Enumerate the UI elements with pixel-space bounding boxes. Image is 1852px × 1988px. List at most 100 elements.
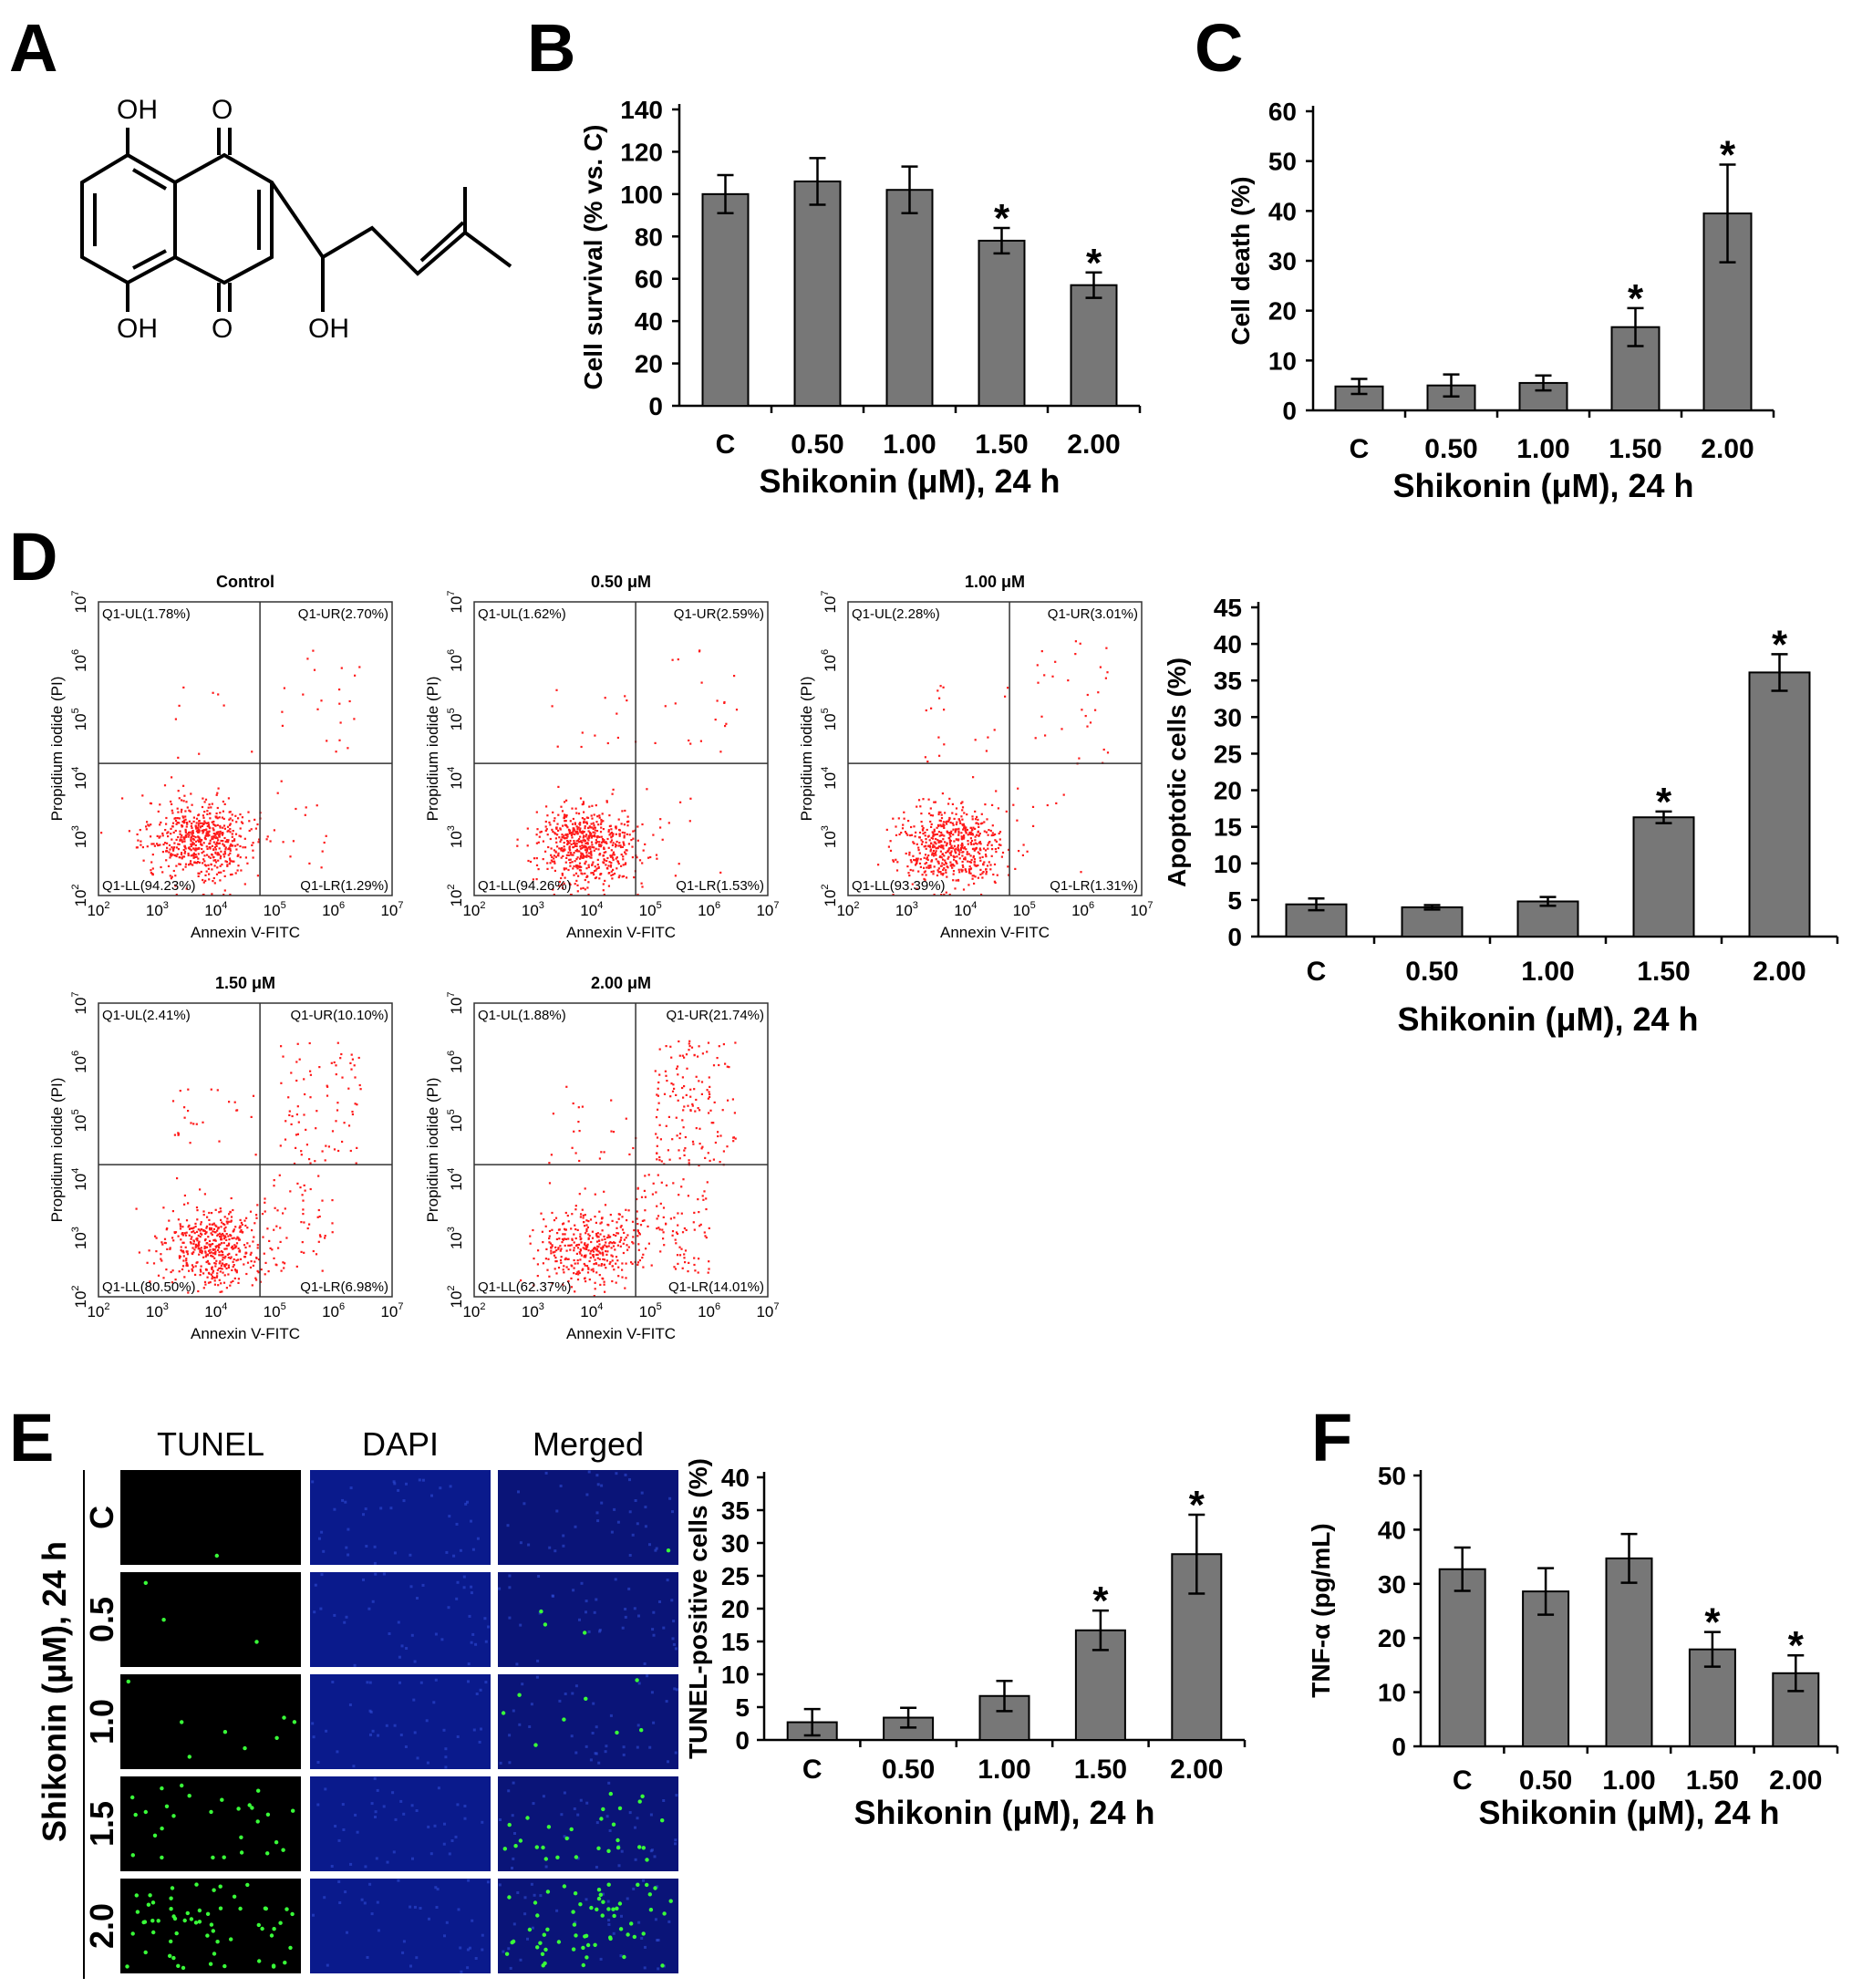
flow-event-dot: [563, 1222, 565, 1225]
flow-event-dot: [182, 1241, 185, 1244]
flow-event-dot: [708, 1268, 710, 1270]
flow-event-dot: [253, 1260, 256, 1263]
flow-event-dot: [182, 819, 185, 822]
nucleus-speck: [499, 1818, 502, 1821]
flow-event-dot: [269, 840, 272, 843]
flow-event-dot: [565, 854, 568, 856]
flow-event-dot: [579, 797, 583, 800]
flow-event-dot: [678, 1149, 680, 1152]
flow-event-dot: [898, 833, 901, 836]
flow-event-dot: [957, 838, 960, 841]
flow-event-dot: [568, 1244, 571, 1247]
flow-event-dot: [586, 842, 589, 844]
tunel-positive-dot: [502, 1847, 507, 1851]
flow-event-dot: [615, 1234, 617, 1237]
flow-event-dot: [617, 876, 620, 879]
flow-event-dot: [583, 834, 585, 837]
flow-event-dot: [988, 861, 990, 864]
flow-event-dot: [178, 817, 181, 820]
flow-event-dot: [963, 825, 966, 828]
flow-event-dot: [600, 1263, 603, 1266]
tunel-positive-dot: [125, 1964, 129, 1969]
nucleus-speck: [336, 1750, 339, 1754]
flow-event-dot: [688, 1042, 690, 1045]
flow-event-dot: [192, 854, 195, 857]
flow-event-dot: [211, 1278, 213, 1280]
flow-event-dot: [938, 697, 941, 699]
flow-event-dot: [233, 1258, 235, 1261]
flow-event-dot: [175, 865, 178, 867]
flow-event-dot: [960, 815, 963, 818]
flow-event-dot: [189, 1241, 192, 1244]
flow-event-dot: [179, 1090, 181, 1092]
flow-event-dot: [598, 1210, 601, 1213]
flow-event-dot: [550, 1154, 553, 1156]
flow-event-dot: [598, 844, 601, 848]
flow-event-dot: [669, 1045, 672, 1048]
flow-event-dot: [171, 1281, 173, 1284]
flow-event-dot: [211, 1275, 214, 1278]
flow-event-dot: [302, 1208, 305, 1211]
flow-event-dot: [578, 869, 582, 872]
flow-event-dot: [339, 1057, 342, 1060]
flow-event-dot: [243, 1219, 246, 1222]
flow-event-dot: [579, 1236, 582, 1238]
flow-event-dot: [219, 1243, 222, 1246]
flow-event-dot: [309, 1096, 312, 1099]
flow-event-dot: [191, 841, 194, 844]
flow-event-dot: [326, 1084, 328, 1087]
flow-event-dot: [233, 1244, 236, 1247]
flow-event-dot: [609, 1261, 612, 1264]
flow-event-dot: [214, 859, 217, 862]
flow-event-dot: [135, 846, 138, 849]
flow-event-dot: [207, 822, 210, 824]
nucleus-speck: [653, 1855, 657, 1859]
flow-event-dot: [240, 1229, 243, 1232]
flow-event-dot: [546, 862, 549, 865]
nucleus-speck: [439, 1486, 442, 1490]
flow-event-dot: [191, 1266, 195, 1268]
flow-event-dot: [1067, 679, 1070, 682]
flow-event-dot: [199, 1188, 202, 1191]
flow-event-dot: [981, 876, 984, 879]
flow-event-dot: [614, 1248, 616, 1251]
flow-event-dot: [923, 845, 926, 848]
flow-event-dot: [887, 845, 890, 848]
flow-event-dot: [939, 871, 942, 874]
tunel-positive-dot: [639, 1728, 644, 1733]
flow-event-dot: [985, 750, 988, 752]
flow-event-dot: [991, 848, 994, 851]
tunel-positive-dot: [640, 1794, 645, 1799]
flow-event-dot: [562, 854, 564, 857]
flow-event-dot: [995, 840, 998, 843]
micro-row-label: 1.0: [83, 1699, 120, 1745]
flow-event-dot: [615, 827, 617, 830]
flow-event-dot: [946, 820, 948, 823]
y-tick-label: 20: [1378, 1624, 1406, 1652]
nucleus-speck: [537, 1575, 541, 1578]
flow-event-dot: [626, 821, 629, 823]
flow-event-dot: [256, 1269, 259, 1272]
flow-event-dot: [734, 1137, 737, 1140]
y-tick-label: 40: [1378, 1516, 1406, 1544]
flow-event-dot: [617, 1217, 620, 1220]
y-tick-label: 20: [1268, 297, 1297, 326]
nucleus-speck: [562, 1534, 565, 1538]
flow-event-dot: [735, 709, 739, 711]
flow-event-dot: [624, 851, 626, 854]
flow-event-dot: [225, 861, 228, 864]
flow-event-dot: [171, 1210, 174, 1213]
flow-event-dot: [304, 1092, 306, 1096]
significance-star: *: [1092, 1579, 1109, 1623]
flow-event-dot: [947, 857, 949, 860]
flow-event-dot: [215, 831, 218, 834]
micro-image-dapi: [310, 1572, 491, 1667]
flow-event-dot: [654, 1070, 657, 1072]
nucleus-speck: [470, 1641, 473, 1644]
nucleus-speck: [519, 1541, 522, 1545]
nucleus-speck: [637, 1921, 641, 1924]
tunel-positive-dot: [583, 1631, 587, 1635]
flow-event-dot: [197, 875, 200, 877]
flow-event-dot: [989, 864, 992, 866]
flow-event-dot: [157, 844, 160, 847]
